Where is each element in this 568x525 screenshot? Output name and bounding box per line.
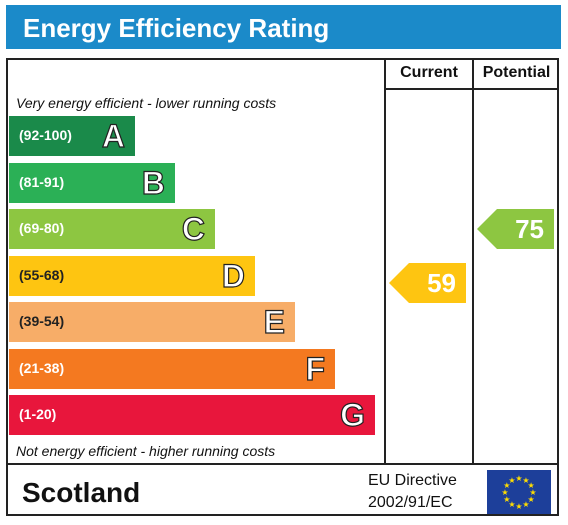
band-a-letter: A bbox=[101, 117, 125, 154]
bottom-caption: Not energy efficient - higher running co… bbox=[16, 443, 276, 459]
footer-divider bbox=[6, 463, 559, 465]
current-column-divider bbox=[384, 58, 386, 465]
band-b-letter: B bbox=[141, 164, 165, 201]
band-a-range: (92-100) bbox=[19, 127, 72, 143]
band-e: (39-54) E bbox=[9, 302, 295, 342]
header-divider bbox=[384, 88, 559, 90]
eu-star-icon: ★ bbox=[508, 500, 515, 509]
band-g-range: (1-20) bbox=[19, 406, 57, 422]
band-a: (92-100) A bbox=[9, 116, 135, 156]
band-d-letter: D bbox=[221, 257, 245, 294]
potential-column-divider bbox=[472, 58, 474, 465]
eu-star-icon: ★ bbox=[503, 495, 510, 504]
band-b: (81-91) B bbox=[9, 163, 175, 203]
eu-star-icon: ★ bbox=[522, 500, 529, 509]
current-column-header: Current bbox=[400, 64, 458, 81]
top-caption: Very energy efficient - lower running co… bbox=[16, 95, 277, 111]
directive-line-2: 2002/91/EC bbox=[368, 494, 453, 511]
current-rating-value: 59 bbox=[427, 268, 456, 298]
directive-line-1: EU Directive bbox=[368, 472, 457, 489]
eu-flag-icon: ★ ★ ★ ★ ★ ★ ★ ★ ★ ★ ★ ★ bbox=[487, 470, 551, 514]
band-f: (21-38) F bbox=[9, 349, 335, 389]
eu-star-icon: ★ bbox=[515, 474, 522, 483]
band-c-range: (69-80) bbox=[19, 220, 65, 236]
potential-rating-arrow: 75 bbox=[477, 209, 554, 249]
band-g: (1-20) G bbox=[9, 395, 375, 435]
potential-column-header: Potential bbox=[482, 64, 551, 81]
band-e-letter: E bbox=[263, 303, 286, 340]
rating-table bbox=[6, 58, 559, 516]
eu-star-icon: ★ bbox=[501, 488, 508, 497]
title-bar: Energy Efficiency Rating bbox=[6, 5, 561, 49]
band-g-letter: G bbox=[340, 396, 366, 433]
eu-star-icon: ★ bbox=[508, 476, 515, 485]
eu-directive: EU Directive 2002/91/EC bbox=[368, 470, 457, 514]
band-c-letter: C bbox=[181, 210, 205, 247]
band-e-range: (39-54) bbox=[19, 313, 65, 329]
eu-star-icon: ★ bbox=[528, 495, 535, 504]
region-label: Scotland bbox=[22, 477, 141, 508]
eu-star-icon: ★ bbox=[529, 488, 536, 497]
band-d-range: (55-68) bbox=[19, 267, 65, 283]
eu-stars: ★★★★★★★★★ ★ ★★ bbox=[501, 474, 536, 511]
page-title: Energy Efficiency Rating bbox=[23, 13, 330, 43]
eu-star-icon: ★ bbox=[522, 476, 529, 485]
band-f-letter: F bbox=[305, 350, 326, 387]
band-c: (69-80) C bbox=[9, 209, 215, 249]
band-f-range: (21-38) bbox=[19, 360, 65, 376]
potential-rating-value: 75 bbox=[515, 214, 544, 244]
eu-star-icon: ★ bbox=[515, 502, 522, 511]
band-b-range: (81-91) bbox=[19, 174, 65, 190]
band-d: (55-68) D bbox=[9, 256, 255, 296]
eu-star-icon: ★ bbox=[503, 481, 510, 490]
eu-star-icon: ★ bbox=[528, 481, 535, 490]
